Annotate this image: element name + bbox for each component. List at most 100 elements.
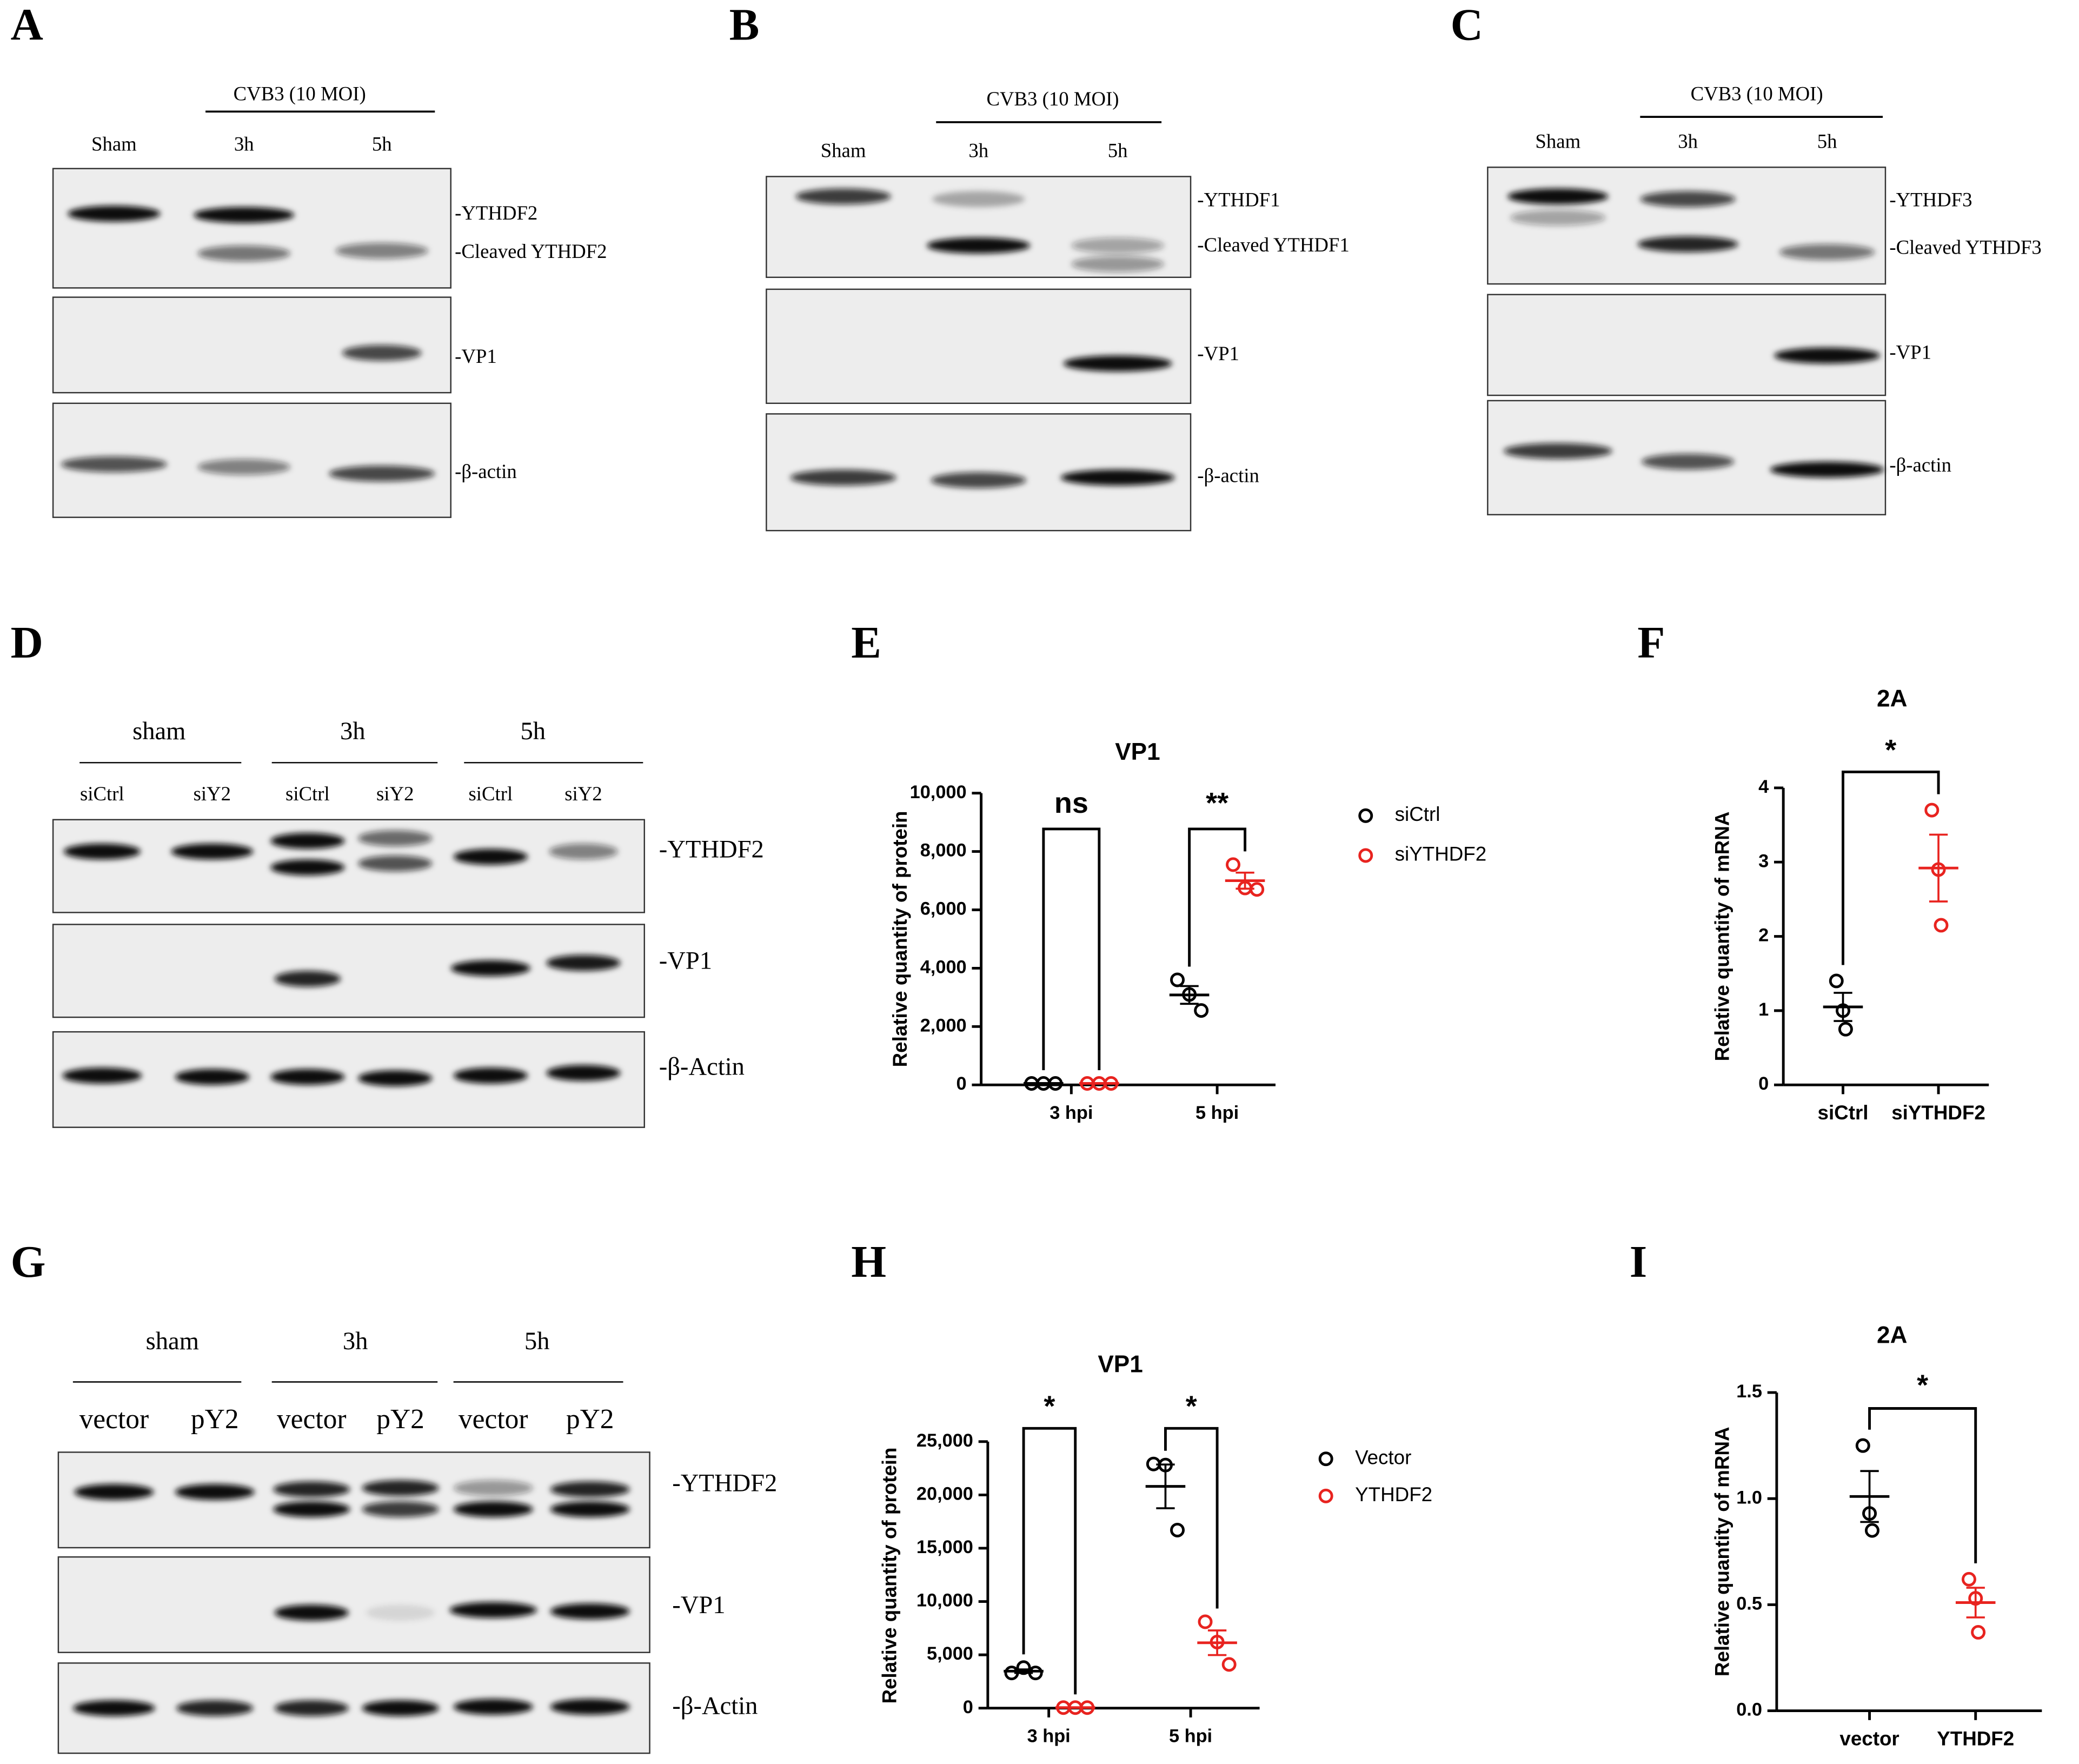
band (1507, 188, 1609, 204)
treatment-label: CVB3 (10 MOI) (986, 88, 1119, 110)
band (550, 1501, 630, 1517)
data-point (1221, 1657, 1237, 1672)
band (175, 1484, 255, 1500)
band (546, 1065, 621, 1081)
legend-label: siCtrl (1395, 803, 1440, 825)
lane-label: vector (79, 1404, 149, 1435)
panel-letter: F (1637, 618, 1665, 668)
band (453, 1067, 528, 1084)
blot-membrane (52, 296, 451, 394)
band (342, 344, 422, 361)
group-label: 3h (343, 1327, 368, 1355)
data-point (1004, 1666, 1019, 1681)
band (270, 833, 345, 849)
lane-label: 3h (234, 132, 254, 155)
y-tick-label: 0 (1758, 1073, 1769, 1094)
data-point (1971, 1624, 1986, 1640)
band (61, 456, 167, 473)
band (366, 1604, 435, 1621)
y-axis-label: Relative quantity of mRNA (1711, 1427, 1733, 1677)
band (790, 469, 896, 486)
y-tick-label: 15,000 (916, 1537, 973, 1557)
band-label: -Cleaved YTHDF3 (1889, 236, 2041, 258)
y-tick-label: 3 (1758, 851, 1769, 871)
lane-label: 3h (1678, 130, 1698, 152)
blot-membrane (52, 819, 645, 913)
chart-title: 2A (1877, 1322, 1907, 1349)
lane-label: vector (459, 1404, 528, 1435)
significance-label: * (1917, 1369, 1928, 1402)
significance-bracket (1164, 1427, 1219, 1609)
lane-label: siY2 (194, 782, 231, 805)
band (549, 843, 618, 860)
band (358, 855, 433, 872)
band (546, 954, 621, 971)
band (358, 1070, 433, 1086)
data-point (1170, 1522, 1185, 1537)
band (362, 1700, 439, 1716)
band (194, 207, 295, 223)
band-label: -VP1 (455, 345, 497, 367)
band (927, 237, 1031, 254)
lane-label: 5h (372, 132, 392, 155)
band-label: -VP1 (672, 1591, 725, 1619)
group-label: sham (146, 1327, 199, 1355)
band-label: -β-Actin (672, 1692, 758, 1720)
data-point (1194, 1003, 1209, 1018)
y-tick-label: 0.0 (1736, 1700, 1762, 1720)
significance-label: * (1044, 1390, 1055, 1423)
x-tick-label: YTHDF2 (1937, 1727, 2014, 1749)
lane-label: Sham (821, 140, 866, 162)
blot-membrane (52, 168, 451, 289)
band (1637, 236, 1738, 253)
legend-label: YTHDF2 (1355, 1483, 1432, 1506)
legend-label: siYTHDF2 (1395, 843, 1487, 865)
band (795, 188, 891, 204)
band-label: -β-actin (1197, 465, 1259, 487)
data-point (1080, 1700, 1095, 1715)
data-point (1961, 1571, 1976, 1587)
panel-letter: E (851, 618, 881, 668)
data-point (1864, 1523, 1879, 1538)
data-point (1924, 803, 1939, 818)
x-tick-label: siCtrl (1818, 1102, 1869, 1124)
chart-title: VP1 (1115, 739, 1160, 765)
data-point (1210, 1634, 1225, 1649)
band (550, 1699, 630, 1715)
band (274, 971, 341, 987)
lane-label: vector (277, 1404, 347, 1435)
band (1779, 244, 1875, 260)
y-tick-label: 1 (1758, 999, 1769, 1020)
lane-label: siCtrl (285, 782, 330, 805)
y-tick-label: 6,000 (920, 899, 967, 919)
y-tick-label: 0.5 (1736, 1593, 1762, 1614)
band-label: -YTHDF3 (1889, 188, 1972, 210)
blot-membrane (766, 288, 1192, 404)
band-label: -VP1 (1197, 342, 1239, 364)
band (68, 205, 161, 222)
band-label: -β-actin (1889, 454, 1951, 476)
lane-label: 5h (1108, 140, 1128, 162)
treatment-label: CVB3 (10 MOI) (234, 82, 366, 104)
lane-label: Sham (91, 132, 137, 155)
band (1063, 355, 1172, 372)
band-label: -YTHDF2 (455, 202, 537, 224)
band (453, 1480, 533, 1496)
band (550, 1603, 630, 1620)
band-label: -β-actin (455, 460, 517, 482)
band (274, 1700, 349, 1716)
band (931, 472, 1026, 488)
data-point (1855, 1438, 1870, 1453)
band (1640, 191, 1736, 207)
band (550, 1481, 630, 1497)
treatment-label: CVB3 (10 MOI) (1691, 82, 1823, 104)
data-point (1016, 1660, 1031, 1675)
lane-label: pY2 (376, 1404, 424, 1435)
group-label: 3h (340, 717, 366, 745)
data-point (1158, 1457, 1173, 1473)
lane-label: siY2 (564, 782, 602, 805)
data-point (1170, 972, 1185, 987)
lane-label: 5h (1817, 130, 1837, 152)
band (72, 1700, 155, 1716)
